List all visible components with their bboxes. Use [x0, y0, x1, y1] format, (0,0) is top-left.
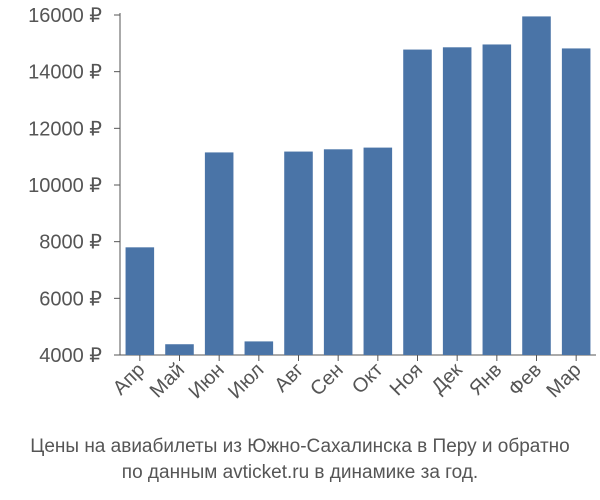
x-tick-label: Сен	[306, 359, 347, 400]
chart-caption-line-1: Цены на авиабилеты из Южно-Сахалинска в …	[30, 436, 570, 457]
bar	[323, 149, 353, 355]
bar	[403, 49, 432, 356]
x-tick-label: Фев	[504, 359, 546, 401]
bar	[244, 341, 274, 355]
bar	[482, 44, 512, 355]
y-tick-label: 16000 ₽	[28, 5, 102, 27]
bar	[204, 152, 234, 355]
x-tick-label: Авг	[270, 359, 308, 397]
y-tick-label: 8000 ₽	[39, 232, 102, 254]
y-tick-label: 12000 ₽	[28, 118, 102, 140]
y-tick-label: 10000 ₽	[28, 175, 102, 197]
bar	[442, 47, 472, 356]
x-tick-label: Июн	[185, 359, 229, 403]
x-tick-label: Май	[146, 359, 189, 402]
y-tick-label: 6000 ₽	[39, 288, 102, 310]
x-tick-label: Окт	[348, 359, 387, 398]
x-tick-label: Мар	[542, 359, 585, 402]
x-tick-label: Дек	[428, 359, 467, 398]
bar	[284, 151, 313, 355]
bar	[522, 16, 551, 356]
x-tick-label: Июл	[224, 359, 268, 403]
x-tick-label: Апр	[109, 359, 150, 400]
x-tick-label: Ноя	[386, 359, 427, 400]
bar	[165, 344, 194, 355]
y-tick-label: 4000 ₽	[39, 345, 102, 367]
bar	[561, 48, 591, 355]
x-tick-label: Янв	[465, 359, 506, 400]
y-tick-label: 14000 ₽	[28, 62, 102, 84]
bar	[363, 147, 393, 355]
chart-caption-line-2: по данным avticket.ru в динамике за год.	[121, 462, 479, 483]
bar	[125, 247, 155, 355]
